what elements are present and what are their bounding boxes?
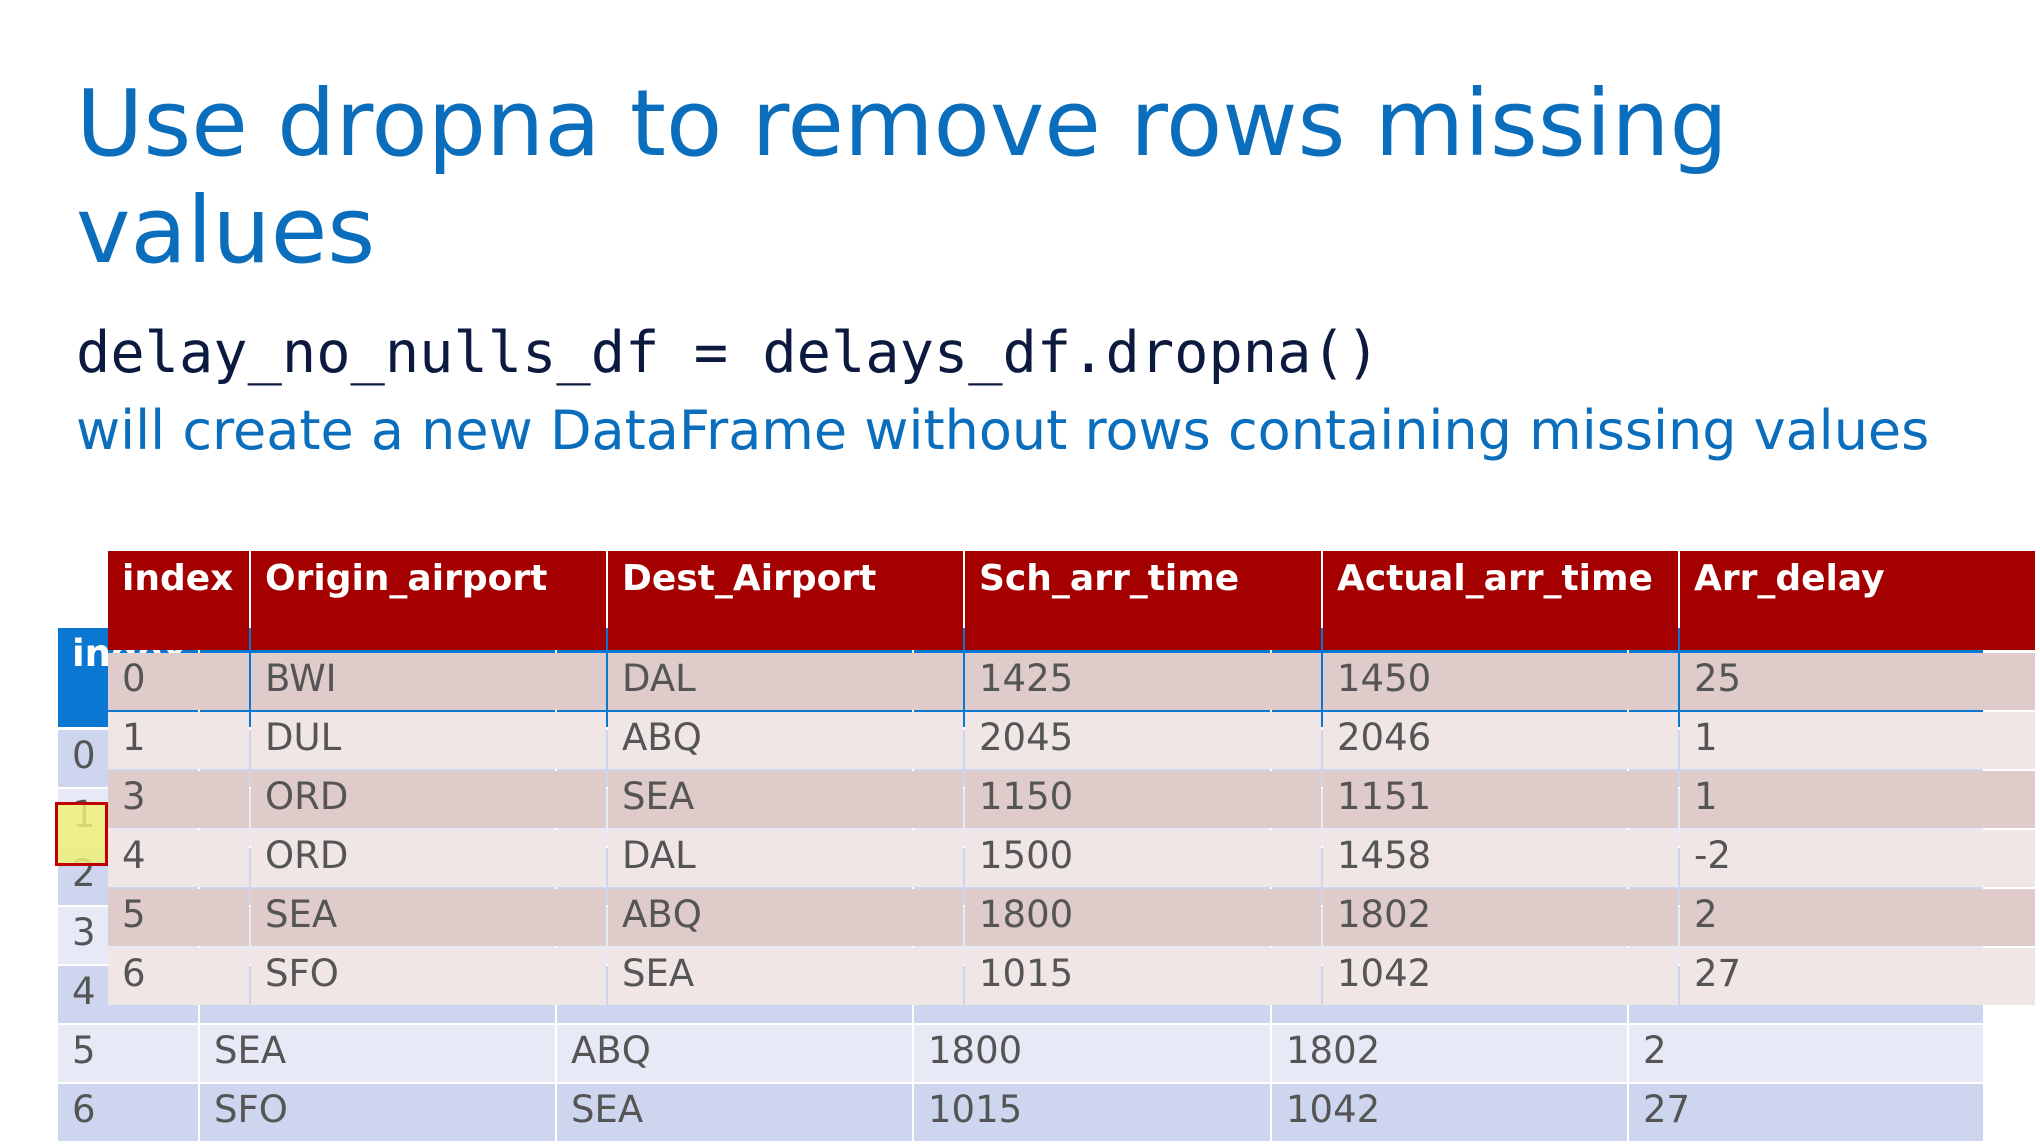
table-cell: 1 bbox=[108, 712, 249, 769]
table-cell: 1802 bbox=[1323, 889, 1678, 946]
table-cell: 1500 bbox=[965, 830, 1321, 887]
table-cell: 27 bbox=[1680, 948, 2035, 1005]
table-cell: 0 bbox=[108, 653, 249, 710]
table-cell: 1042 bbox=[1272, 1084, 1627, 1141]
table-cell: 25 bbox=[1680, 653, 2035, 710]
table-cell: 2045 bbox=[965, 712, 1321, 769]
table-cell: -2 bbox=[1680, 830, 2035, 887]
table-cell: 1 bbox=[1680, 771, 2035, 828]
table-cell: 1151 bbox=[1323, 771, 1678, 828]
table-cell: 1015 bbox=[965, 948, 1321, 1005]
table-cell: DAL bbox=[608, 653, 963, 710]
header-cell: Arr_delay bbox=[1680, 551, 2035, 650]
header-cell: index bbox=[108, 551, 249, 650]
table-cell: DUL bbox=[251, 712, 606, 769]
table-cell: 1800 bbox=[965, 889, 1321, 946]
table-cell: SEA bbox=[557, 1084, 912, 1141]
table-cell: 27 bbox=[1629, 1084, 1983, 1141]
table-cell: 6 bbox=[108, 948, 249, 1005]
description: will create a new DataFrame without rows… bbox=[76, 399, 1930, 462]
table-cell: DAL bbox=[608, 830, 963, 887]
table-cell: SFO bbox=[251, 948, 606, 1005]
table-cell: 1015 bbox=[914, 1084, 1270, 1141]
table-cell: 3 bbox=[108, 771, 249, 828]
table-cell: 4 bbox=[108, 830, 249, 887]
code-line: delay_no_nulls_df = delays_df.dropna() bbox=[76, 320, 1381, 386]
table-cell: ABQ bbox=[608, 889, 963, 946]
table-cell: 1450 bbox=[1323, 653, 1678, 710]
table-cell: SEA bbox=[200, 1025, 555, 1082]
table-cell: 2 bbox=[1680, 889, 2035, 946]
table-cell: 6 bbox=[58, 1084, 198, 1141]
table-cell: 1042 bbox=[1323, 948, 1678, 1005]
table-cell: 2046 bbox=[1323, 712, 1678, 769]
table-cell: 1150 bbox=[965, 771, 1321, 828]
table-cell: SFO bbox=[200, 1084, 555, 1141]
table-cell: ABQ bbox=[557, 1025, 912, 1082]
slide-title: Use dropna to remove rows missing values bbox=[76, 70, 1728, 284]
table-cell: 1800 bbox=[914, 1025, 1270, 1082]
header-cell: Origin_airport bbox=[251, 551, 606, 650]
table-cell: 1425 bbox=[965, 653, 1321, 710]
table-cell: 1458 bbox=[1323, 830, 1678, 887]
header-cell: Sch_arr_time bbox=[965, 551, 1321, 650]
table-cell: ABQ bbox=[608, 712, 963, 769]
table-cell: 5 bbox=[108, 889, 249, 946]
highlight-box bbox=[55, 802, 108, 866]
header-cell: Actual_arr_time bbox=[1323, 551, 1678, 650]
table-cell: SEA bbox=[608, 771, 963, 828]
table-cell: SEA bbox=[251, 889, 606, 946]
table-cell: 5 bbox=[58, 1025, 198, 1082]
header-cell: Dest_Airport bbox=[608, 551, 963, 650]
table-cell: 2 bbox=[1629, 1025, 1983, 1082]
table-cell: ORD bbox=[251, 830, 606, 887]
table-cell: BWI bbox=[251, 653, 606, 710]
table-cell: ORD bbox=[251, 771, 606, 828]
table-cell: SEA bbox=[608, 948, 963, 1005]
table-cell: 1 bbox=[1680, 712, 2035, 769]
table-cell: 1802 bbox=[1272, 1025, 1627, 1082]
